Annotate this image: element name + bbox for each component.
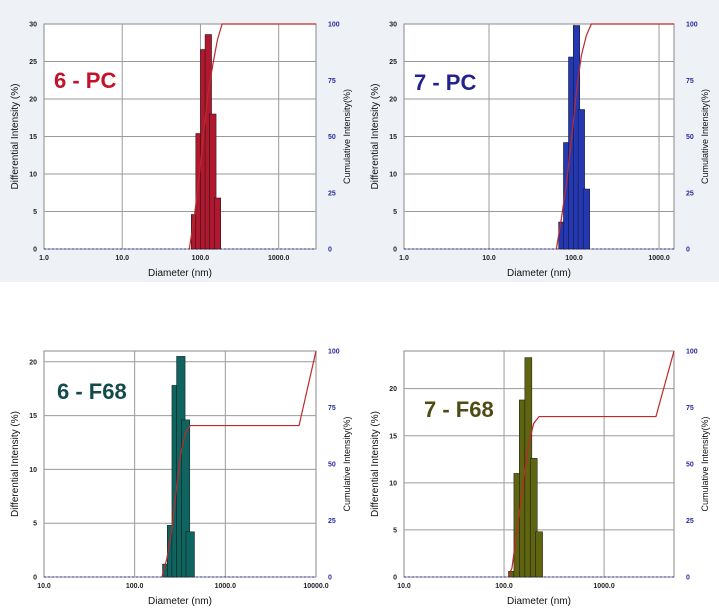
bar xyxy=(582,188,590,250)
y-axis-title: Differential Intensity (%) xyxy=(370,411,381,517)
bar xyxy=(535,531,543,578)
y-tick-label: 20 xyxy=(29,359,37,366)
bar xyxy=(209,113,217,250)
y-tick-label: 25 xyxy=(29,59,37,66)
x-tick-label: 100.0 xyxy=(565,255,583,262)
y2-axis-title: Cumulative Intensity(%) xyxy=(342,89,352,184)
y2-tick-label: 100 xyxy=(686,349,698,356)
y2-tick-label: 0 xyxy=(328,575,332,582)
x-axis-title: Diameter (nm) xyxy=(148,268,212,279)
y-tick-label: 5 xyxy=(393,209,397,216)
bar xyxy=(213,197,221,250)
y2-tick-label: 75 xyxy=(686,405,694,412)
x-tick-label: 1000.0 xyxy=(648,255,670,262)
y-tick-label: 15 xyxy=(389,433,397,440)
y-axis-title: Differential Intensity (%) xyxy=(10,84,21,190)
sample-label: 6 - F68 xyxy=(53,379,131,405)
y-tick-label: 0 xyxy=(393,247,397,254)
sample-label: 7 - PC xyxy=(410,70,481,96)
x-tick-label: 1000.0 xyxy=(268,255,290,262)
x-axis-title: Diameter (nm) xyxy=(148,596,212,607)
chart-6-f68: 10.0 100.0 1000.0 10000.0 0 5 10 15 20 0 25 50 75 100… xyxy=(0,327,360,616)
x-axis-title: Diameter (nm) xyxy=(507,268,571,279)
y-tick-label: 5 xyxy=(33,209,37,216)
y2-tick-label: 100 xyxy=(328,349,340,356)
y-tick-label: 10 xyxy=(29,467,37,474)
y-tick-label: 10 xyxy=(389,172,397,179)
y-tick-label: 0 xyxy=(33,247,37,254)
y2-tick-label: 50 xyxy=(686,462,694,469)
y-axis-title: Differential Intensity (%) xyxy=(370,84,381,190)
y-tick-label: 20 xyxy=(389,97,397,104)
y-tick-label: 10 xyxy=(29,172,37,179)
chart-7-f68: 10.0 100.0 1000.0 0 5 10 15 20 0 25 50 75 100 Diamete… xyxy=(360,327,719,616)
y2-axis-title: Cumulative Intensity(%) xyxy=(700,416,710,511)
cumulative-line xyxy=(555,23,674,250)
y2-tick-label: 25 xyxy=(328,518,336,525)
y2-tick-label: 100 xyxy=(328,22,340,29)
x-tick-label: 10000.0 xyxy=(303,583,328,590)
chart-7-pc: 1.0 10.0 100.0 1000.0 0 5 10 15 20 25 30 0 25 50 75 100… xyxy=(360,0,719,282)
sample-label: 7 - F68 xyxy=(424,397,494,422)
y-tick-label: 15 xyxy=(389,134,397,141)
panel-gap xyxy=(0,282,719,327)
x-tick-label: 1.0 xyxy=(39,255,49,262)
y-tick-label: 0 xyxy=(393,575,397,582)
y2-tick-label: 50 xyxy=(686,134,694,141)
y-tick-label: 30 xyxy=(29,22,37,29)
y2-axis-title: Cumulative Intensity(%) xyxy=(342,416,352,511)
y-tick-label: 5 xyxy=(33,521,37,528)
y2-axis-title: Cumulative Intensity(%) xyxy=(700,89,710,184)
y2-tick-label: 0 xyxy=(686,247,690,254)
chart-6-pc: 1.0 10.0 100.0 1000.0 0 5 10 15 20 25 30 0 25 50 75 100… xyxy=(0,0,360,282)
x-tick-label: 1.0 xyxy=(399,255,409,262)
x-tick-label: 10.0 xyxy=(397,583,411,590)
bar xyxy=(185,531,195,578)
chart-6-f68-svg: 10.0 100.0 1000.0 10000.0051015200255075100… xyxy=(10,349,352,608)
y-tick-label: 20 xyxy=(389,386,397,393)
y2-tick-label: 100 xyxy=(686,22,698,29)
cumulative-line xyxy=(161,350,317,578)
y2-tick-label: 75 xyxy=(686,78,694,85)
chart-7-pc-svg: 1.0 10.0 100.0 1000.0 0 5 10 15 20 25 30 0 25 50 75 100… xyxy=(370,22,710,280)
chart-7-f68-svg: 10.0 100.0 1000.0 0 5 10 15 20 0 25 50 75 100 Diamete… xyxy=(370,349,710,608)
y2-tick-label: 75 xyxy=(328,78,336,85)
chart-6-pc-svg: 1.0 10.0 100.0 1000.0 0 5 10 15 20 25 30 0 25 50 75 100… xyxy=(10,22,352,280)
y2-tick-label: 0 xyxy=(328,247,332,254)
bar xyxy=(529,458,538,578)
x-tick-label: 100.0 xyxy=(495,583,513,590)
x-tick-label: 1000.0 xyxy=(593,583,615,590)
y-tick-label: 30 xyxy=(389,22,397,29)
bar xyxy=(181,419,191,578)
sample-label: 6 - PC xyxy=(50,68,121,94)
y-tick-label: 15 xyxy=(29,413,37,420)
cumulative-line xyxy=(188,23,316,250)
x-tick-label: 10.0 xyxy=(482,255,496,262)
x-tick-label: 100.0 xyxy=(126,583,144,590)
y-tick-label: 15 xyxy=(29,134,37,141)
bar xyxy=(577,109,585,250)
x-tick-label: 100.0 xyxy=(192,255,210,262)
y2-tick-label: 25 xyxy=(328,190,336,197)
x-tick-label: 10.0 xyxy=(37,583,51,590)
y2-tick-label: 50 xyxy=(328,134,336,141)
y-tick-label: 0 xyxy=(33,575,37,582)
y-tick-label: 5 xyxy=(393,527,397,534)
x-tick-label: 1000.0 xyxy=(215,583,237,590)
y2-tick-label: 75 xyxy=(328,405,336,412)
x-tick-label: 10.0 xyxy=(115,255,129,262)
y2-tick-label: 25 xyxy=(686,190,694,197)
y2-tick-label: 0 xyxy=(686,575,690,582)
y2-tick-label: 25 xyxy=(686,518,694,525)
cumulative-line xyxy=(507,350,675,578)
y-tick-label: 25 xyxy=(389,59,397,66)
y2-tick-label: 50 xyxy=(328,462,336,469)
y-tick-label: 10 xyxy=(389,480,397,487)
y-axis-title: Differential Intensity (%) xyxy=(10,411,21,517)
x-axis-title: Diameter (nm) xyxy=(507,596,571,607)
y-tick-label: 20 xyxy=(29,97,37,104)
